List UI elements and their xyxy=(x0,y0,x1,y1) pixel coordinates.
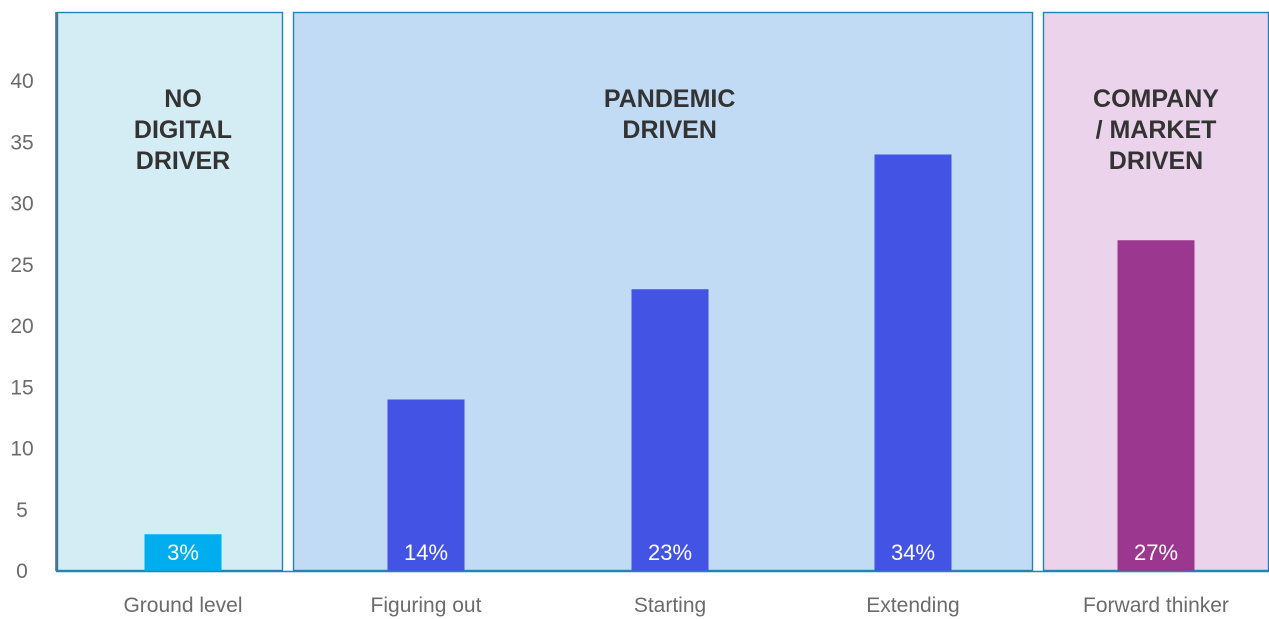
x-tick-label: Forward thinker xyxy=(1083,594,1229,617)
bar xyxy=(631,289,709,571)
bar xyxy=(1117,240,1195,571)
bar-value-label: 27% xyxy=(1134,540,1178,565)
y-tick-label: 20 xyxy=(10,315,33,338)
group-heading-line: PANDEMIC xyxy=(604,85,735,113)
y-tick-label: 30 xyxy=(10,193,33,216)
y-tick-label: 5 xyxy=(16,499,28,522)
y-tick-label: 35 xyxy=(10,131,33,154)
bar-value-label: 14% xyxy=(404,540,448,565)
group-panel-0 xyxy=(56,11,284,572)
y-tick-label: 25 xyxy=(10,254,33,277)
x-tick-label: Starting xyxy=(634,594,706,617)
group-heading-line: NO xyxy=(164,85,202,113)
group-heading-line: COMPANY xyxy=(1093,85,1219,113)
y-axis: 0 5 10 15 20 25 30 35 40 xyxy=(10,12,57,583)
bar xyxy=(874,154,952,571)
group-heading-0: NO DIGITAL DRIVER xyxy=(134,85,232,175)
bars: 3% 14% 23% 34% 27% xyxy=(144,154,1195,571)
x-axis: Ground level Figuring out Starting Extendin… xyxy=(56,570,1269,617)
x-tick-label: Extending xyxy=(866,594,959,617)
x-tick-label: Ground level xyxy=(123,594,242,617)
x-tick-label: Figuring out xyxy=(371,594,482,617)
group-heading-line: DRIVEN xyxy=(1109,147,1203,175)
y-tick-label: 15 xyxy=(10,376,33,399)
group-heading-line: DRIVER xyxy=(136,147,230,175)
bar-value-label: 3% xyxy=(167,540,199,565)
bar xyxy=(387,399,465,571)
group-heading-1: PANDEMIC DRIVEN xyxy=(604,85,735,144)
y-tick-label: 40 xyxy=(10,70,33,93)
y-tick-label: 10 xyxy=(10,438,33,461)
group-heading-line: DRIVEN xyxy=(622,116,716,144)
group-heading-line: DIGITAL xyxy=(134,116,232,144)
y-tick-label: 0 xyxy=(16,560,28,583)
bar-value-label: 23% xyxy=(648,540,692,565)
bar xyxy=(144,534,222,571)
bar-value-label: 34% xyxy=(891,540,935,565)
group-heading-line: / MARKET xyxy=(1096,116,1217,144)
group-heading-2: COMPANY / MARKET DRIVEN xyxy=(1093,85,1219,175)
